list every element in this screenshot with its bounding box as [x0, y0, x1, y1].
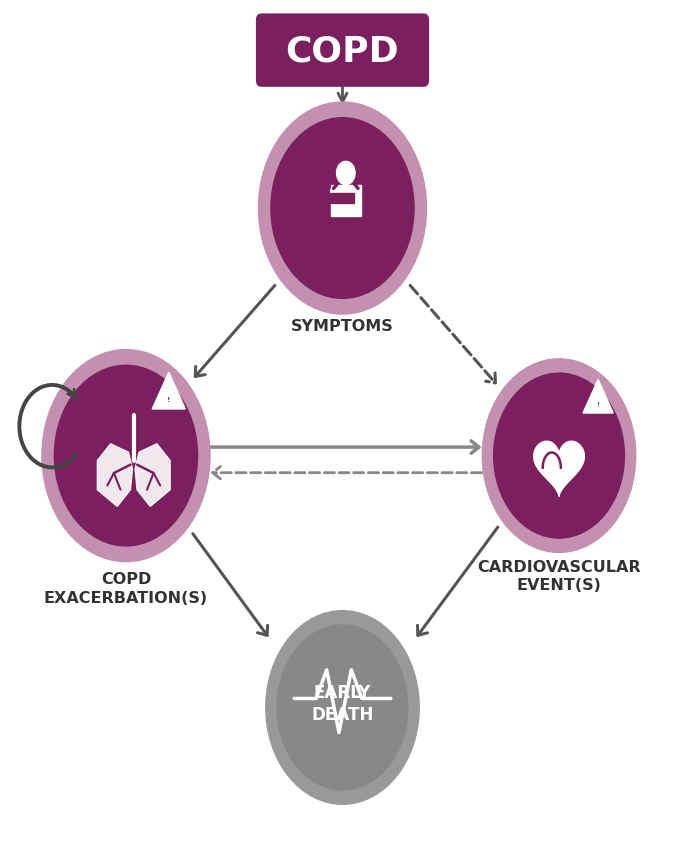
Text: !: ! — [597, 401, 599, 407]
Polygon shape — [152, 373, 186, 410]
Polygon shape — [331, 190, 361, 205]
Polygon shape — [331, 185, 361, 217]
Polygon shape — [97, 444, 132, 507]
Polygon shape — [135, 444, 170, 507]
Text: SYMPTOMS: SYMPTOMS — [291, 319, 394, 333]
Circle shape — [42, 350, 210, 562]
Circle shape — [266, 611, 419, 804]
Polygon shape — [583, 380, 613, 413]
Circle shape — [258, 103, 427, 315]
Polygon shape — [534, 442, 584, 497]
Text: !: ! — [167, 397, 171, 403]
Text: COPD
EXACERBATION(S): COPD EXACERBATION(S) — [44, 572, 208, 605]
Text: CARDIOVASCULAR
EVENT(S): CARDIOVASCULAR EVENT(S) — [477, 559, 641, 592]
Circle shape — [54, 366, 197, 546]
Circle shape — [271, 119, 414, 299]
FancyBboxPatch shape — [256, 15, 429, 88]
Circle shape — [482, 359, 636, 553]
Circle shape — [336, 162, 355, 185]
Circle shape — [277, 625, 408, 790]
Text: COPD: COPD — [286, 34, 399, 68]
Text: EARLY
DEATH: EARLY DEATH — [311, 683, 374, 723]
Circle shape — [494, 374, 625, 538]
Polygon shape — [328, 194, 354, 204]
